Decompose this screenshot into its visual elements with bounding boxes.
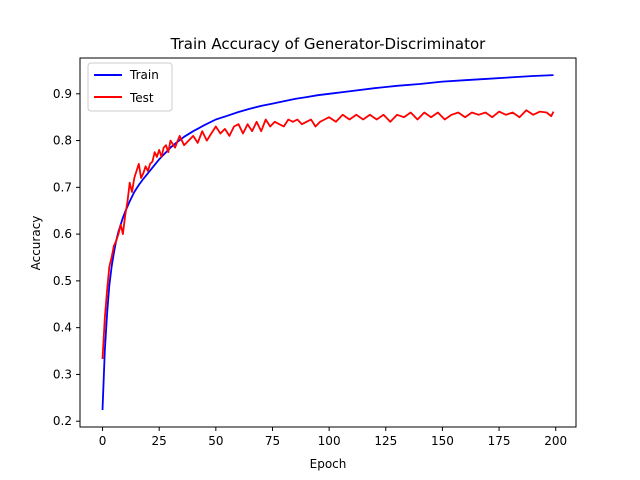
- chart-title: Train Accuracy of Generator-Discriminato…: [170, 35, 487, 53]
- series-line-train: [101, 74, 554, 411]
- x-tick-label: 125: [374, 434, 397, 448]
- legend-label-test: Test: [129, 91, 154, 105]
- x-axis-label: Epoch: [310, 457, 347, 471]
- y-tick-label: 0.9: [53, 87, 72, 101]
- x-tick-label: 50: [208, 434, 223, 448]
- plot-frame: [79, 57, 577, 428]
- x-tick-label: 150: [431, 434, 454, 448]
- y-tick-label: 0.5: [53, 274, 72, 288]
- legend: Train Test: [87, 62, 173, 112]
- y-axis-label: Accuracy: [29, 216, 43, 271]
- y-axis-ticks: 0.2 0.3 0.4 0.5 0.6 0.7 0.8 0.9: [53, 87, 80, 428]
- y-tick-label: 0.2: [53, 414, 72, 428]
- x-tick-label: 25: [152, 434, 167, 448]
- y-tick-label: 0.7: [53, 180, 72, 194]
- legend-label-train: Train: [129, 68, 159, 82]
- y-tick-label: 0.6: [53, 227, 72, 241]
- x-tick-label: 0: [99, 434, 107, 448]
- y-tick-label: 0.4: [53, 321, 72, 335]
- x-tick-label: 175: [488, 434, 511, 448]
- x-tick-label: 75: [265, 434, 280, 448]
- series-line-test: [101, 109, 555, 360]
- y-tick-label: 0.8: [53, 134, 72, 148]
- x-axis-ticks: 0 25 50 75 100 125 150 175 200: [99, 427, 567, 448]
- x-tick-label: 200: [544, 434, 567, 448]
- x-tick-label: 100: [318, 434, 341, 448]
- series-layer: [101, 74, 555, 411]
- y-tick-label: 0.3: [53, 367, 72, 381]
